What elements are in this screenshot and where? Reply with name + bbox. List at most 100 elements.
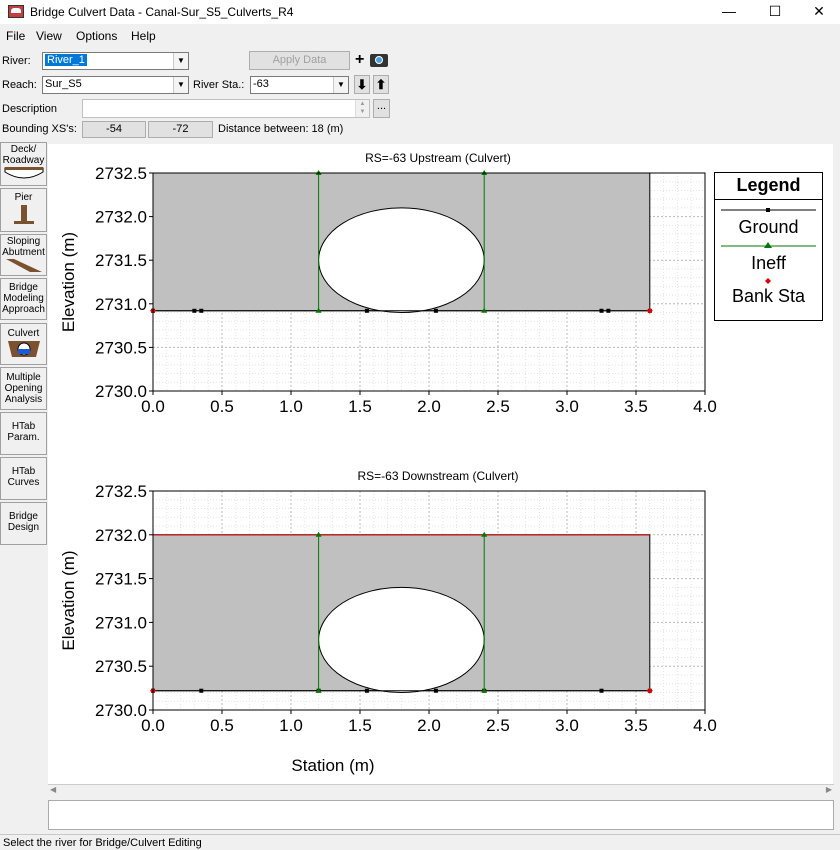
x-tick-label: 3.0 [555, 397, 579, 416]
chevron-down-icon[interactable]: ▼ [173, 53, 188, 69]
x-tick-label: 2.0 [417, 397, 441, 416]
ground-point [606, 308, 611, 313]
app-icon [8, 5, 24, 18]
culvert-button[interactable]: Culvert [0, 323, 47, 365]
message-box [48, 800, 834, 830]
x-tick-label: 0.0 [141, 397, 165, 416]
bridge-design-label: Bridge Design [7, 511, 40, 533]
description-more-button[interactable]: ... [373, 99, 390, 118]
ground-point [364, 308, 369, 313]
htab-param-label: HTab Param. [7, 421, 40, 443]
x-tick-label: 0.5 [210, 397, 234, 416]
bounding-downstream-button[interactable]: -72 [148, 121, 213, 138]
bridge-modeling-approach-button[interactable]: Bridge Modeling Approach [0, 278, 47, 320]
chevron-down-icon[interactable]: ▼ [173, 77, 188, 93]
status-bar: Select the river for Bridge/Culvert Edit… [0, 834, 840, 850]
multiple-opening-analysis-label: Multiple Opening Analysis [4, 372, 43, 405]
apply-data-button[interactable]: Apply Data [249, 51, 350, 70]
ground-point [199, 308, 204, 313]
legend: Legend Ground Ineff Bank Sta [714, 172, 823, 321]
htab-param-button[interactable]: HTab Param. [0, 412, 47, 455]
x-tick-label: 3.0 [555, 716, 579, 735]
ineff-marker [315, 307, 322, 313]
menu-help[interactable]: Help [131, 29, 156, 43]
maximize-button[interactable]: ☐ [768, 3, 782, 19]
chart-title: RS=-63 Downstream (Culvert) [357, 469, 518, 483]
close-button[interactable]: ✕ [813, 3, 825, 19]
deck-roadway-label: Deck/ Roadway [2, 144, 45, 166]
ineff-swatch [721, 242, 816, 248]
camera-icon[interactable] [370, 54, 388, 67]
x-tick-label: 3.5 [624, 716, 648, 735]
y-tick-label: 2732.5 [95, 164, 147, 183]
pier-icon [13, 205, 34, 224]
y-tick-label: 2730.5 [95, 657, 147, 676]
minimize-button[interactable]: — [722, 3, 736, 19]
window-title: Bridge Culvert Data - Canal-Sur_S5_Culve… [30, 5, 294, 19]
y-axis-label: Elevation (m) [59, 232, 78, 332]
bank-sta-marker [646, 687, 653, 694]
htab-curves-label: HTab Curves [7, 466, 40, 488]
menu-file[interactable]: File [6, 29, 26, 43]
ground-point [433, 308, 438, 313]
river-sta-select[interactable]: -63 ▼ [250, 76, 349, 94]
ineff-marker [315, 687, 322, 693]
y-tick-label: 2730.0 [95, 701, 147, 720]
legend-ground: Ground [738, 217, 799, 237]
culvert-opening [318, 207, 485, 314]
ground-point [192, 308, 197, 313]
x-tick-label: 1.0 [279, 397, 303, 416]
river-label: River: [2, 55, 31, 67]
bank-sta-swatch [765, 278, 771, 284]
y-tick-label: 2731.5 [95, 570, 147, 589]
x-tick-label: 2.5 [486, 397, 510, 416]
bridge-modeling-approach-label: Bridge Modeling Approach [2, 282, 45, 315]
river-sta-value: -63 [253, 78, 269, 90]
htab-curves-button[interactable]: HTab Curves [0, 457, 47, 500]
x-tick-label: 3.5 [624, 397, 648, 416]
y-tick-label: 2730.5 [95, 338, 147, 357]
deck-icon [4, 167, 43, 179]
river-value: River_1 [45, 54, 87, 66]
y-tick-label: 2730.0 [95, 382, 147, 401]
bank-sta-marker [646, 307, 653, 314]
description-label: Description [2, 103, 58, 115]
ground-point [199, 688, 204, 693]
y-tick-label: 2732.0 [95, 526, 147, 545]
culvert-icon [7, 341, 40, 357]
distance-text: Distance between: 18 (m) [218, 123, 344, 135]
y-tick-label: 2731.5 [95, 251, 147, 270]
bounding-upstream-button[interactable]: -54 [82, 121, 146, 138]
arrow-up-button[interactable]: ⬆ [373, 75, 389, 94]
multiple-opening-analysis-button[interactable]: Multiple Opening Analysis [0, 367, 47, 410]
reach-label: Reach: [2, 79, 37, 91]
y-tick-label: 2732.5 [95, 482, 147, 501]
x-tick-label: 2.0 [417, 716, 441, 735]
chevron-down-icon[interactable]: ▼ [333, 77, 348, 93]
vertical-scrollbar[interactable] [833, 144, 840, 784]
river-sta-label: River Sta.: [193, 79, 245, 91]
bounding-label: Bounding XS's: [2, 123, 77, 135]
description-input[interactable]: ▲ ▼ [82, 99, 370, 118]
bridge-design-button[interactable]: Bridge Design [0, 502, 47, 545]
menu-view[interactable]: View [36, 29, 62, 43]
river-select[interactable]: River_1 ▼ [42, 52, 189, 70]
title-bar: Bridge Culvert Data - Canal-Sur_S5_Culve… [0, 0, 840, 24]
ineff-marker [481, 687, 488, 693]
culvert-opening [318, 586, 485, 693]
x-tick-label: 0.5 [210, 716, 234, 735]
deck-roadway-button[interactable]: Deck/ Roadway [0, 142, 47, 186]
ground-point [599, 688, 604, 693]
ground-swatch [721, 208, 816, 212]
horizontal-scrollbar[interactable]: ◀ ▶ [48, 784, 834, 798]
add-icon[interactable]: + [355, 51, 365, 68]
arrow-down-button[interactable]: ⬇ [354, 75, 370, 94]
reach-select[interactable]: Sur_S5 ▼ [42, 76, 189, 94]
plot-area: 0.0 0.5 1.0 1.5 2.0 2.5 3.0 3.5 4.0 2730.0 2730.5 2… [48, 144, 834, 784]
ineff-marker [481, 531, 488, 537]
x-axis-label: Station (m) [291, 756, 374, 775]
menu-options[interactable]: Options [76, 29, 118, 43]
y-tick-label: 2731.0 [95, 613, 147, 632]
pier-button[interactable]: Pier [0, 188, 47, 232]
sloping-abutment-button[interactable]: Sloping Abutment [0, 234, 47, 276]
